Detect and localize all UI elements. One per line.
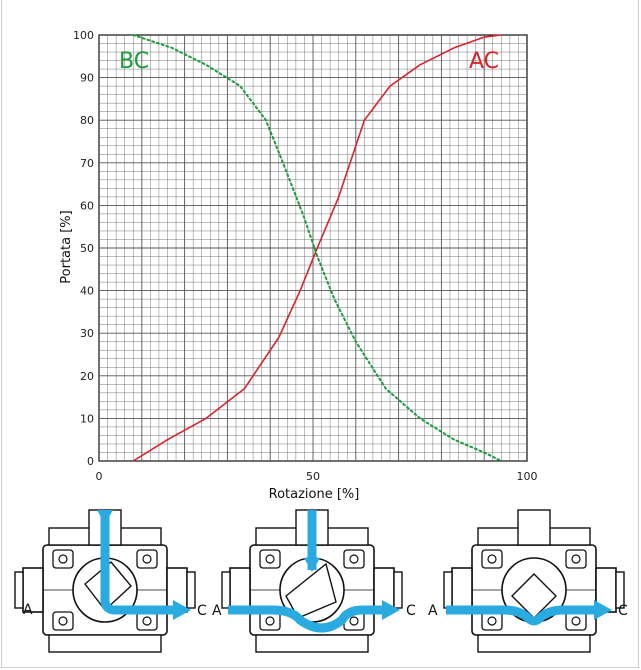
y-tick-label: 70 — [80, 157, 94, 170]
y-tick-label: 0 — [87, 455, 94, 468]
valve-3-label-c: C — [618, 603, 628, 619]
y-axis-ticks: 0 10 20 30 40 50 60 70 80 90 100 — [73, 29, 94, 468]
y-tick-label: 60 — [80, 199, 94, 212]
valve-3: A B C — [428, 505, 628, 653]
y-tick-label: 10 — [80, 412, 94, 425]
valve-2-label-a: A — [212, 603, 222, 619]
y-tick-label: 50 — [80, 242, 94, 255]
valve-1: A B C — [14, 505, 207, 653]
series-label-bc: BC — [119, 49, 149, 74]
valve-1-label-c: C — [197, 603, 207, 619]
x-tick-label: 0 — [96, 470, 103, 483]
flow-chart: 0 50 100 0 10 20 30 40 50 60 70 80 90 100 Rotazione … — [59, 29, 538, 502]
valve-2: A B C — [212, 505, 416, 653]
valve-2-label-b: B — [306, 505, 316, 506]
series-label-ac: AC — [469, 49, 499, 74]
valve-3-label-a: A — [428, 603, 438, 619]
y-tick-label: 40 — [80, 285, 94, 298]
valve-1-label-a: A — [23, 602, 33, 618]
y-tick-label: 100 — [73, 29, 94, 42]
x-tick-label: 50 — [306, 470, 320, 483]
chart-grid — [98, 34, 528, 462]
x-axis-label: Rotazione [%] — [269, 487, 360, 502]
valve-2-label-c: C — [406, 603, 416, 619]
x-tick-label: 100 — [517, 470, 538, 483]
valve-1-label-b: B — [99, 505, 109, 506]
valve-diagrams: A B C A B C A B C — [14, 505, 628, 653]
y-tick-label: 30 — [80, 327, 94, 340]
x-axis-ticks: 0 50 100 — [96, 470, 538, 483]
valve-3-label-b: B — [528, 505, 538, 508]
chart-series — [132, 34, 503, 462]
y-axis-label: Portata [%] — [59, 210, 74, 283]
series-ac — [132, 34, 502, 462]
y-tick-label: 90 — [80, 72, 94, 85]
y-tick-label: 80 — [80, 114, 94, 127]
series-bc — [132, 34, 503, 462]
y-tick-label: 20 — [80, 370, 94, 383]
